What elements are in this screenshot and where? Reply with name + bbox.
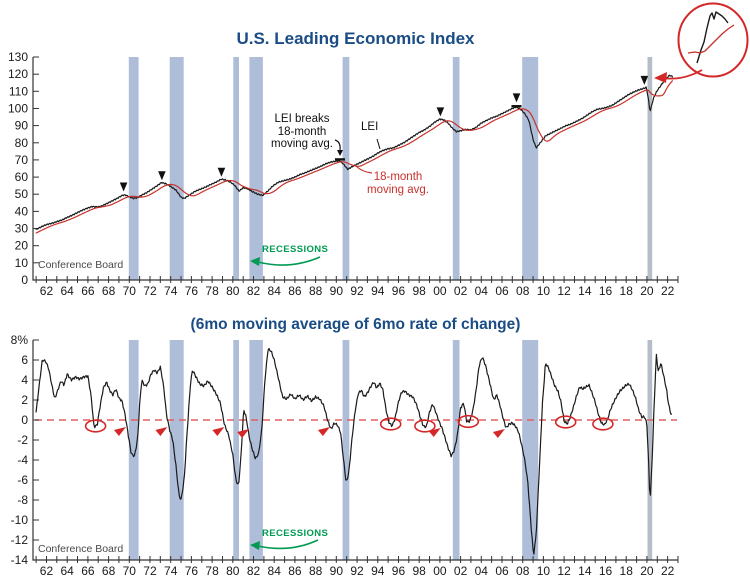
svg-text:20: 20 <box>640 564 654 578</box>
svg-text:110: 110 <box>9 84 28 98</box>
svg-text:78: 78 <box>205 564 219 578</box>
svg-text:98: 98 <box>412 284 426 298</box>
svg-text:68: 68 <box>102 564 116 578</box>
svg-text:94: 94 <box>371 284 385 298</box>
svg-text:4: 4 <box>21 373 28 387</box>
svg-text:20: 20 <box>640 284 654 298</box>
svg-text:10: 10 <box>537 284 551 298</box>
svg-text:90: 90 <box>330 284 344 298</box>
svg-text:72: 72 <box>143 284 157 298</box>
svg-text:88: 88 <box>309 284 323 298</box>
svg-text:16: 16 <box>599 284 613 298</box>
svg-text:90: 90 <box>15 119 29 133</box>
svg-text:78: 78 <box>205 284 219 298</box>
svg-text:82: 82 <box>247 564 261 578</box>
svg-text:74: 74 <box>164 284 178 298</box>
svg-text:60: 60 <box>15 170 29 184</box>
svg-text:04: 04 <box>475 284 489 298</box>
source-label-top: Conference Board <box>38 259 124 271</box>
svg-text:120: 120 <box>8 67 28 81</box>
svg-text:00: 00 <box>433 564 447 578</box>
svg-text:-8: -8 <box>17 493 28 507</box>
moving-avg-series-label: 18-month moving avg. <box>366 171 429 196</box>
svg-text:06: 06 <box>495 284 509 298</box>
svg-text:100: 100 <box>8 101 28 115</box>
svg-text:2: 2 <box>21 393 28 407</box>
svg-text:02: 02 <box>454 564 468 578</box>
svg-text:66: 66 <box>81 564 95 578</box>
svg-text:18: 18 <box>620 564 634 578</box>
svg-text:70: 70 <box>123 284 137 298</box>
svg-text:68: 68 <box>102 284 116 298</box>
svg-text:86: 86 <box>288 284 302 298</box>
svg-text:22: 22 <box>661 284 675 298</box>
svg-text:96: 96 <box>392 564 406 578</box>
svg-text:130: 130 <box>8 50 28 64</box>
svg-text:70: 70 <box>15 153 29 167</box>
svg-text:08: 08 <box>516 284 530 298</box>
svg-text:74: 74 <box>164 564 178 578</box>
svg-text:92: 92 <box>350 564 364 578</box>
svg-text:-10: -10 <box>11 513 29 527</box>
svg-text:16: 16 <box>599 564 613 578</box>
top-chart-title: U.S. Leading Economic Index <box>236 29 475 48</box>
svg-text:20: 20 <box>15 239 29 253</box>
svg-text:0: 0 <box>21 413 28 427</box>
svg-text:04: 04 <box>475 564 489 578</box>
svg-text:92: 92 <box>350 284 364 298</box>
svg-text:14: 14 <box>578 284 592 298</box>
lei-series-label: LEI <box>361 121 379 133</box>
svg-text:62: 62 <box>40 284 54 298</box>
svg-text:72: 72 <box>143 564 157 578</box>
svg-text:06: 06 <box>495 564 509 578</box>
svg-text:-4: -4 <box>17 453 28 467</box>
svg-text:12: 12 <box>557 284 571 298</box>
svg-text:66: 66 <box>81 284 95 298</box>
svg-text:64: 64 <box>60 564 74 578</box>
svg-text:-14: -14 <box>11 553 29 567</box>
source-label-bottom: Conference Board <box>38 543 124 555</box>
svg-text:90: 90 <box>330 564 344 578</box>
svg-text:10: 10 <box>15 256 29 270</box>
svg-text:08: 08 <box>516 564 530 578</box>
svg-text:-12: -12 <box>11 533 29 547</box>
recessions-label-top: RECESSIONS <box>262 244 329 255</box>
recessions-label-bottom: RECESSIONS <box>262 528 329 539</box>
svg-text:94: 94 <box>371 564 385 578</box>
svg-text:0: 0 <box>21 273 28 287</box>
svg-text:50: 50 <box>15 187 29 201</box>
svg-text:96: 96 <box>392 284 406 298</box>
svg-text:80: 80 <box>226 284 240 298</box>
svg-text:98: 98 <box>412 564 426 578</box>
svg-text:84: 84 <box>268 564 282 578</box>
svg-text:88: 88 <box>309 564 323 578</box>
svg-text:84: 84 <box>268 284 282 298</box>
svg-text:76: 76 <box>185 564 199 578</box>
bottom-chart-title: (6mo moving average of 6mo rate of chang… <box>190 316 521 333</box>
svg-text:02: 02 <box>454 284 468 298</box>
svg-text:80: 80 <box>15 136 29 150</box>
svg-text:40: 40 <box>15 204 29 218</box>
svg-text:30: 30 <box>15 222 29 236</box>
svg-text:86: 86 <box>288 564 302 578</box>
svg-text:8%: 8% <box>11 333 29 347</box>
svg-text:70: 70 <box>123 564 137 578</box>
svg-text:-6: -6 <box>17 473 28 487</box>
svg-text:62: 62 <box>40 564 54 578</box>
svg-text:10: 10 <box>537 564 551 578</box>
svg-text:6: 6 <box>21 353 28 367</box>
svg-text:64: 64 <box>60 284 74 298</box>
svg-text:80: 80 <box>226 564 240 578</box>
lei-breaks-annotation: LEI breaks 18-month moving avg. <box>270 113 333 151</box>
svg-text:00: 00 <box>433 284 447 298</box>
svg-text:14: 14 <box>578 564 592 578</box>
svg-text:-2: -2 <box>17 433 28 447</box>
svg-text:18: 18 <box>620 284 634 298</box>
svg-text:82: 82 <box>247 284 261 298</box>
svg-text:12: 12 <box>557 564 571 578</box>
svg-text:76: 76 <box>185 284 199 298</box>
svg-text:22: 22 <box>661 564 675 578</box>
